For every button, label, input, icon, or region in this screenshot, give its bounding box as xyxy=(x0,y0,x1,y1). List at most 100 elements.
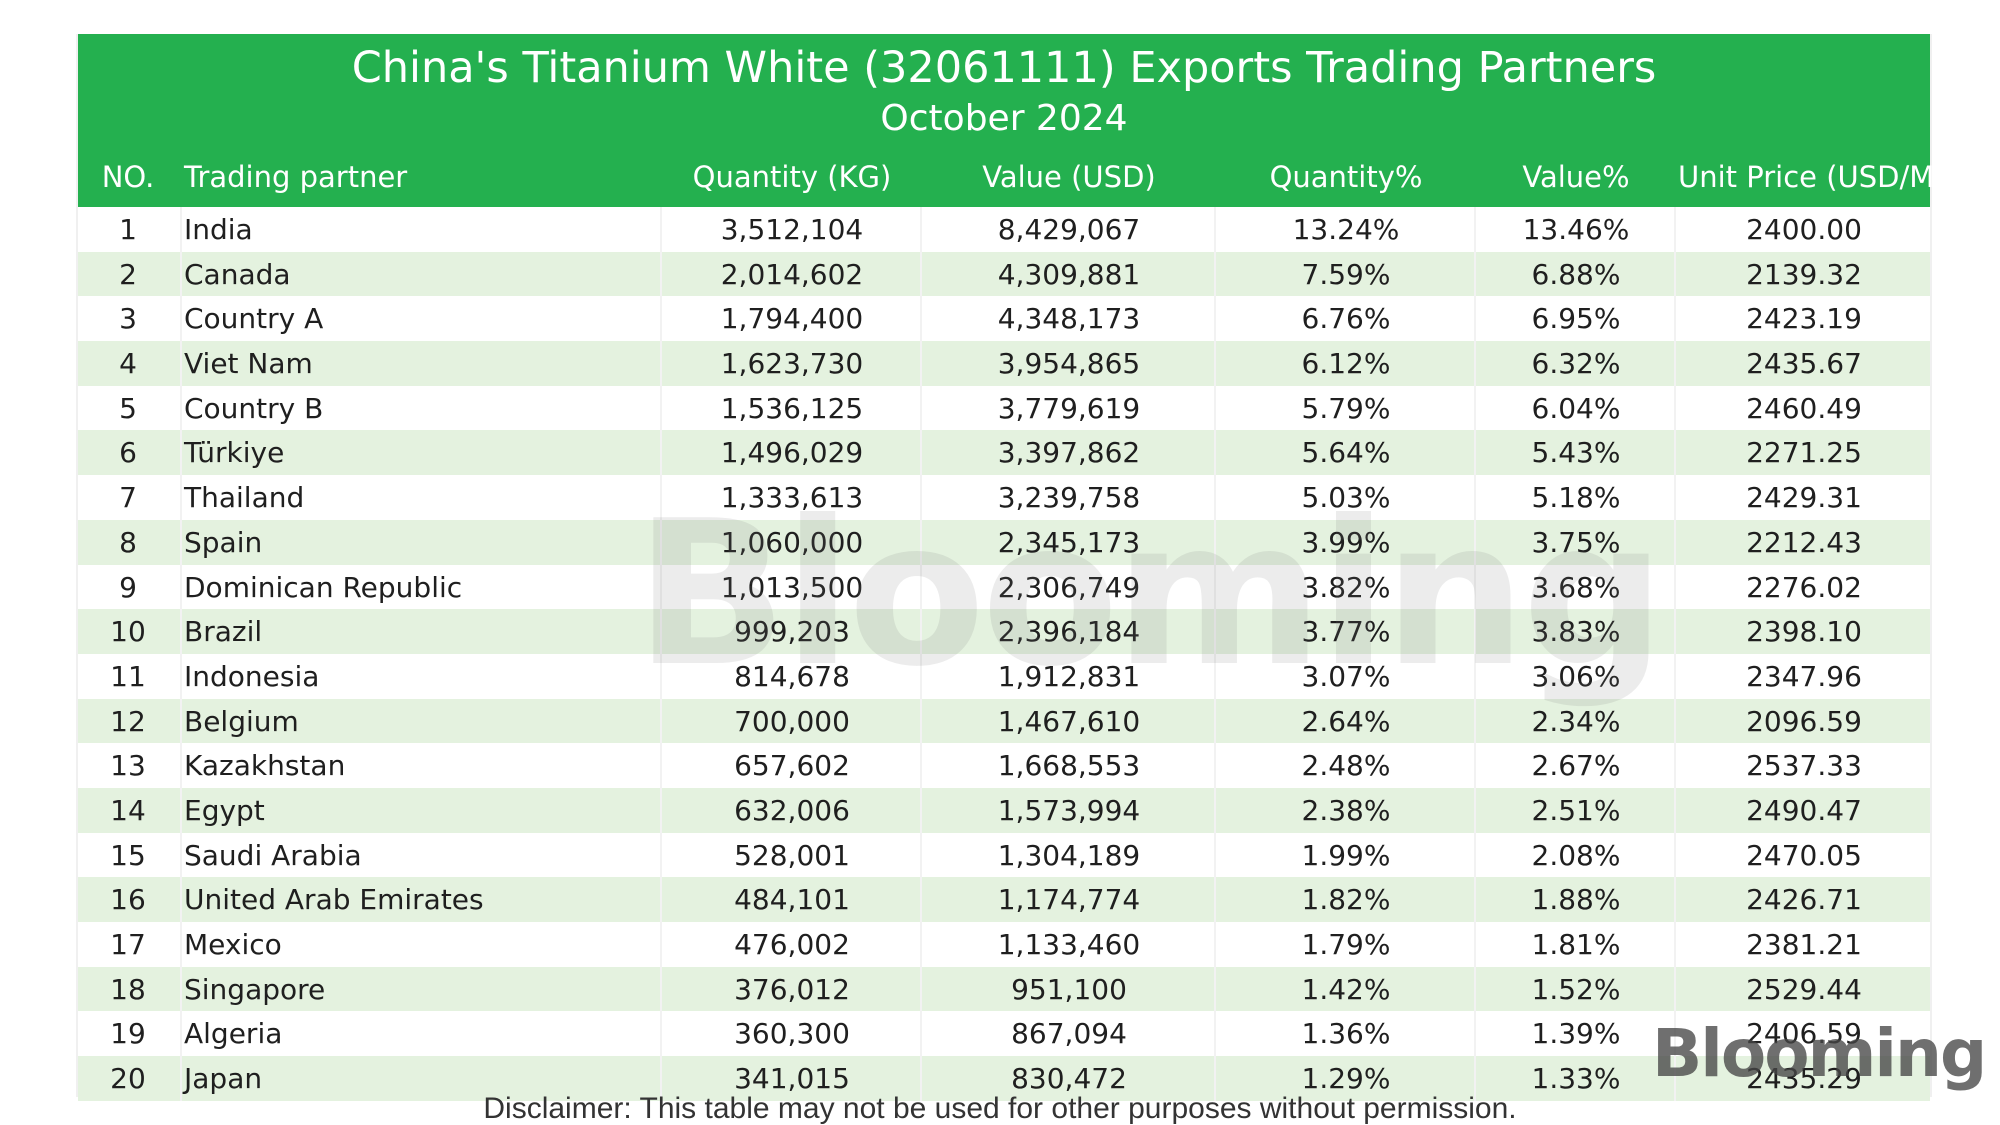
cell-unit-price: 2212.43 xyxy=(1746,525,1862,559)
cell-quantity-percent: 1.99% xyxy=(1301,838,1391,872)
column-separator xyxy=(1214,698,1216,744)
column-separator xyxy=(660,475,662,520)
column-separator xyxy=(920,877,922,922)
cell-unit-price: 2537.33 xyxy=(1746,749,1862,783)
column-separator xyxy=(180,698,182,744)
column-separator xyxy=(1474,922,1476,967)
cell-value-usd: 4,309,881 xyxy=(997,257,1141,291)
column-separator xyxy=(920,251,922,297)
column-separator xyxy=(180,207,182,252)
cell-trading-partner: India xyxy=(184,213,253,246)
cell-quantity-kg: 360,300 xyxy=(734,1017,850,1051)
column-separator xyxy=(1674,787,1676,833)
cell-trading-partner: Saudi Arabia xyxy=(184,838,362,872)
table-row: 12 Belgium 700,000 1,467,610 2.64% 2.34% 2096.… xyxy=(78,698,1930,744)
cell-unit-price: 2381.21 xyxy=(1746,928,1862,961)
column-separator xyxy=(180,430,182,476)
cell-value-percent: 6.88% xyxy=(1531,257,1621,291)
column-separator xyxy=(1214,1011,1216,1057)
column-separator xyxy=(1214,385,1216,431)
column-separator xyxy=(1474,832,1476,878)
column-separator xyxy=(1474,653,1476,699)
column-separator xyxy=(1674,922,1676,967)
cell-quantity-percent: 6.12% xyxy=(1301,347,1391,381)
column-separator xyxy=(920,832,922,878)
cell-value-percent: 6.32% xyxy=(1531,347,1621,381)
column-separator xyxy=(1214,609,1216,654)
column-separator xyxy=(1214,564,1216,610)
cell-quantity-percent: 5.64% xyxy=(1301,436,1391,470)
cell-quantity-percent: 3.82% xyxy=(1301,570,1391,604)
cell-row-number: 6 xyxy=(119,436,137,470)
column-separator xyxy=(1674,475,1676,520)
table-row: 20 Japan 341,015 830,472 1.29% 1.33% 2435.29 xyxy=(78,1056,1930,1101)
column-header-trading-partner: Trading partner xyxy=(184,160,408,194)
cell-value-usd: 1,668,553 xyxy=(997,749,1141,783)
column-separator xyxy=(920,430,922,476)
column-separator xyxy=(1214,341,1216,386)
column-separator xyxy=(1474,475,1476,520)
column-separator xyxy=(1214,832,1216,878)
cell-row-number: 8 xyxy=(119,525,137,559)
cell-quantity-kg: 700,000 xyxy=(734,704,850,738)
cell-value-usd: 1,467,610 xyxy=(997,704,1141,738)
table-row: 6 Türkiye 1,496,029 3,397,862 5.64% 5.43% 2271… xyxy=(78,430,1930,476)
column-separator xyxy=(1674,519,1676,565)
cell-quantity-kg: 476,002 xyxy=(734,928,850,961)
column-separator xyxy=(1474,564,1476,610)
column-separator xyxy=(1674,1011,1676,1057)
cell-unit-price: 2423.19 xyxy=(1746,302,1862,336)
cell-unit-price: 2529.44 xyxy=(1746,972,1862,1006)
column-separator xyxy=(660,832,662,878)
column-separator xyxy=(1674,877,1676,922)
cell-value-percent: 5.43% xyxy=(1531,436,1621,470)
column-separator xyxy=(1674,698,1676,744)
column-separator xyxy=(1674,207,1676,252)
cell-value-usd: 1,304,189 xyxy=(997,838,1141,872)
cell-row-number: 17 xyxy=(110,928,146,961)
cell-quantity-percent: 1.42% xyxy=(1301,972,1391,1006)
cell-unit-price: 2406.59 xyxy=(1746,1017,1862,1051)
cell-quantity-kg: 1,496,029 xyxy=(720,436,864,470)
column-separator xyxy=(180,609,182,654)
column-separator xyxy=(180,385,182,431)
cell-value-percent: 1.81% xyxy=(1531,928,1621,961)
column-separator xyxy=(920,475,922,520)
cell-trading-partner: Egypt xyxy=(184,793,265,827)
column-header-unit-price: Unit Price (USD/MT) xyxy=(1678,160,1964,194)
column-separator xyxy=(1214,966,1216,1012)
cell-value-usd: 951,100 xyxy=(1011,972,1127,1006)
cell-row-number: 4 xyxy=(119,347,137,381)
cell-value-percent: 6.95% xyxy=(1531,302,1621,336)
column-separator xyxy=(1674,653,1676,699)
table-row: 10 Brazil 999,203 2,396,184 3.77% 3.83% 2398.1… xyxy=(78,609,1930,654)
cell-value-percent: 2.51% xyxy=(1531,793,1621,827)
cell-value-percent: 3.06% xyxy=(1531,659,1621,693)
column-separator xyxy=(180,519,182,565)
cell-value-percent: 6.04% xyxy=(1531,391,1621,425)
cell-trading-partner: Country B xyxy=(184,391,324,425)
column-separator xyxy=(1474,787,1476,833)
cell-row-number: 9 xyxy=(119,570,137,604)
column-separator xyxy=(920,1011,922,1057)
column-separator xyxy=(180,877,182,922)
cell-value-percent: 3.68% xyxy=(1531,570,1621,604)
cell-value-usd: 3,239,758 xyxy=(997,481,1141,515)
column-separator xyxy=(1674,296,1676,342)
cell-trading-partner: Belgium xyxy=(184,704,299,738)
cell-quantity-percent: 1.82% xyxy=(1301,883,1391,917)
cell-value-usd: 1,573,994 xyxy=(997,793,1141,827)
cell-row-number: 19 xyxy=(110,1017,146,1051)
cell-quantity-kg: 814,678 xyxy=(734,659,850,693)
column-separator xyxy=(1674,564,1676,610)
column-separator xyxy=(660,207,662,252)
column-separator xyxy=(1214,296,1216,342)
table-row: 2 Canada 2,014,602 4,309,881 7.59% 6.88% 2139.… xyxy=(78,251,1930,297)
column-header-no: NO. xyxy=(101,160,155,194)
cell-value-percent: 5.18% xyxy=(1531,481,1621,515)
column-separator xyxy=(180,564,182,610)
column-separator xyxy=(180,743,182,788)
cell-quantity-kg: 1,794,400 xyxy=(720,302,864,336)
column-separator xyxy=(660,564,662,610)
cell-quantity-percent: 3.99% xyxy=(1301,525,1391,559)
